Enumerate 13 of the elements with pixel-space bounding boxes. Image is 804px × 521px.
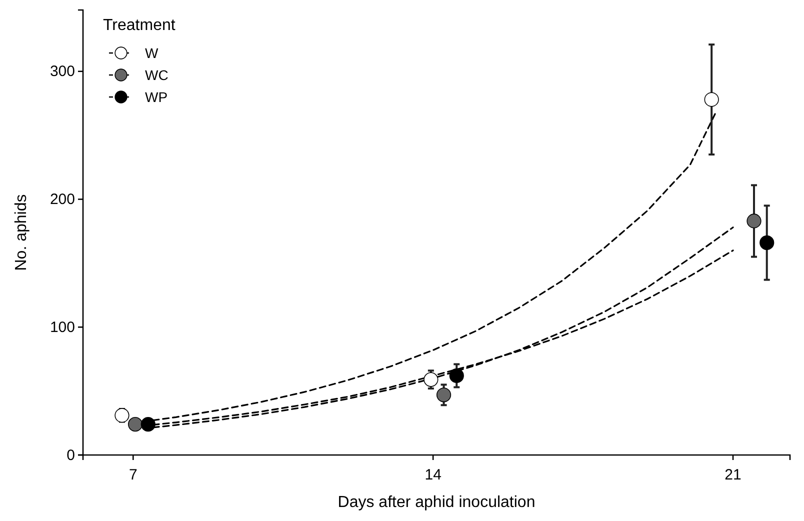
x-tick-label: 21 — [724, 466, 742, 484]
y-tick-label: 200 — [50, 191, 75, 208]
legend-title: Treatment — [103, 17, 176, 34]
x-axis-title: Days after aphid inoculation — [338, 494, 536, 511]
x-tick-label: 7 — [128, 466, 138, 484]
legend-label: WP — [145, 89, 168, 105]
y-tick-label: 300 — [50, 63, 75, 80]
y-tick-label: 100 — [50, 318, 75, 336]
x-tick-label: 14 — [424, 466, 442, 484]
legend-label: WC — [145, 67, 168, 83]
legend-label: W — [145, 45, 159, 61]
y-axis-title: No. aphids — [13, 194, 30, 271]
y-tick-label: 0 — [66, 446, 75, 464]
